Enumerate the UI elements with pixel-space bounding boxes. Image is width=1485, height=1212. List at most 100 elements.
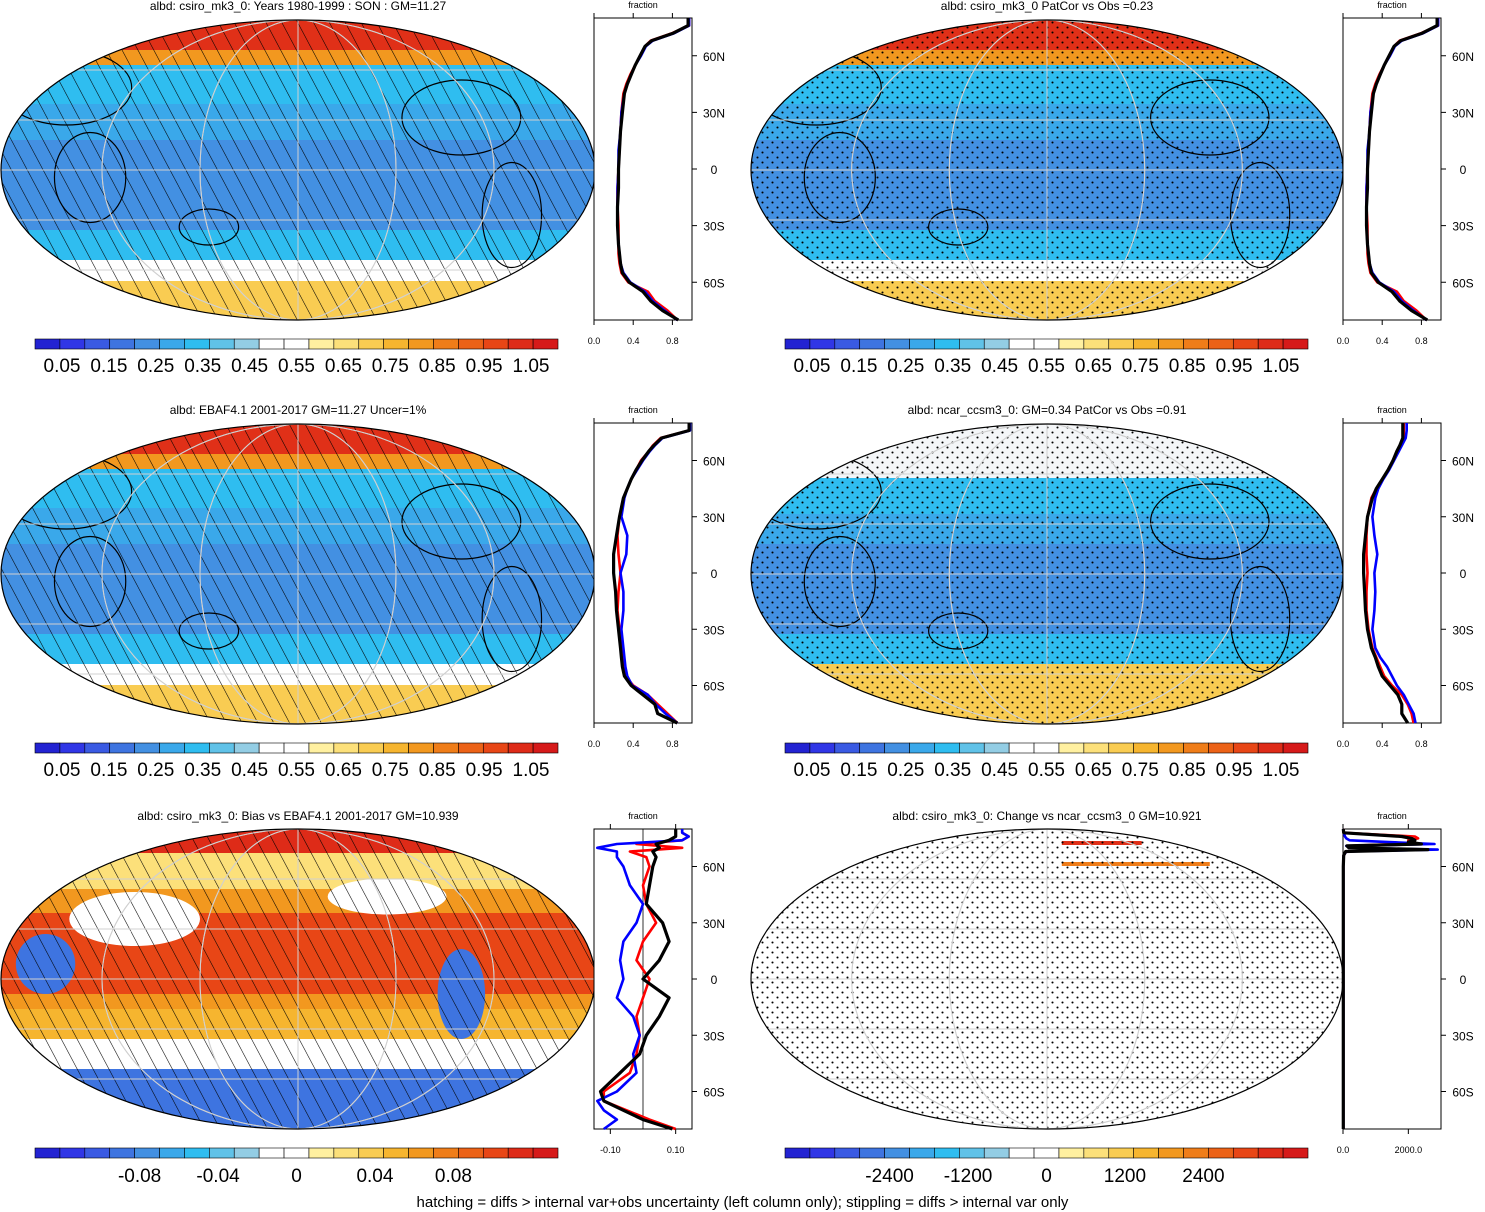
colorbar-swatch — [482, 1147, 509, 1159]
zonal-plot: fraction 60N 30N 0 30S 60S 0.0 0.4 0.8 — [588, 405, 725, 749]
panel-p5: albd: csiro_mk3_0: Bias vs EBAF4.1 2001-… — [0, 809, 725, 1187]
zonal-plot: fraction 60N 30N 0 30S 60S 0.0 0.4 0.8 — [588, 0, 725, 346]
colorbar-swatch — [1208, 1147, 1234, 1159]
colorbar-swatch — [1257, 742, 1284, 754]
colorbar: 0.05 0.15 0.25 0.35 0.45 0.55 0.65 0.75 0.85 0.95… — [34, 338, 559, 377]
zonal-frame — [1342, 828, 1442, 1130]
colorbar-swatch — [134, 742, 160, 754]
colorbar-swatch — [1008, 1147, 1035, 1159]
lat-label: 30N — [703, 917, 725, 931]
panel-title: albd: csiro_mk3_0: Years 1980-1999 : SON… — [150, 0, 447, 13]
zonal-title: fraction — [1377, 0, 1407, 10]
map-field — [751, 829, 1343, 1129]
zonal-title: fraction — [1377, 405, 1407, 415]
colorbar-swatch — [507, 1147, 534, 1159]
colorbar-label: 0.75 — [372, 760, 409, 781]
colorbar-label: 0.15 — [90, 356, 127, 377]
colorbar: -2400 -1200 0 1200 2400 — [784, 1147, 1309, 1187]
colorbar-swatch — [233, 1147, 260, 1159]
lat-label: 30S — [1452, 1029, 1473, 1043]
graticule-meridian — [199, 424, 397, 724]
zonal-plot: fraction 60N 30N 0 30S 60S -0.10 0.10 — [593, 811, 725, 1155]
colorbar-swatch — [1282, 742, 1309, 754]
colorbar-swatch — [1108, 742, 1134, 754]
map-field — [1, 829, 595, 1129]
colorbar-swatch — [34, 1147, 61, 1159]
colorbar-label: -0.04 — [196, 1166, 240, 1187]
zonal-series-line — [615, 18, 690, 322]
colorbar-label: 0.65 — [325, 760, 362, 781]
panel-title: albd: csiro_mk3_0 PatCor vs Obs =0.23 — [941, 0, 1154, 13]
zonal-frame — [1342, 17, 1442, 321]
x-tick-label: 0.8 — [1415, 739, 1428, 749]
colorbar-label: 1200 — [1104, 1166, 1146, 1187]
colorbar-swatch — [884, 742, 910, 754]
colorbar: 0.05 0.15 0.25 0.35 0.45 0.55 0.65 0.75 0.85 0.95… — [34, 742, 559, 781]
colorbar-label: 0.55 — [278, 356, 315, 377]
colorbar-swatch — [809, 338, 836, 350]
colorbar-swatch — [383, 742, 409, 754]
colorbar-swatch — [358, 1147, 384, 1159]
colorbar-label: 0.05 — [794, 760, 831, 781]
colorbar-swatch — [134, 1147, 160, 1159]
colorbar-swatch — [532, 338, 559, 350]
colorbar-swatch — [458, 338, 484, 350]
colorbar-label: -2400 — [865, 1166, 914, 1187]
colorbar-swatch — [1008, 338, 1035, 350]
colorbar-label: -1200 — [944, 1166, 993, 1187]
graticule-meridian — [101, 829, 495, 1129]
zonal-title: fraction — [628, 0, 658, 10]
lat-label: 60S — [703, 276, 724, 290]
colorbar-swatch — [209, 1147, 235, 1159]
colorbar-label: 0.04 — [356, 1166, 393, 1187]
colorbar-swatch — [1083, 1147, 1110, 1159]
colorbar-label: 0.15 — [840, 356, 877, 377]
colorbar-label: 0.35 — [934, 356, 971, 377]
x-tick-label: 0.4 — [1376, 739, 1389, 749]
colorbar-swatch — [458, 1147, 484, 1159]
colorbar-swatch — [959, 1147, 985, 1159]
colorbar-swatch — [507, 742, 534, 754]
colorbar-swatch — [1058, 338, 1085, 350]
panel-title: albd: csiro_mk3_0: Change vs ncar_ccsm3_… — [892, 809, 1201, 823]
panels-layer: albd: csiro_mk3_0: Years 1980-1999 : SON… — [0, 0, 1474, 1187]
x-tick-label: 0.0 — [588, 336, 601, 346]
colorbar-swatch — [1208, 338, 1234, 350]
colorbar-label: 0.75 — [1122, 760, 1159, 781]
colorbar-swatch — [1108, 1147, 1134, 1159]
colorbar-label: 0.05 — [794, 356, 831, 377]
map-field — [1, 20, 595, 320]
colorbar-swatch — [1183, 742, 1209, 754]
colorbar-swatch — [507, 338, 534, 350]
lat-label: 30S — [703, 623, 724, 637]
colorbar-swatch — [1133, 742, 1159, 754]
colorbar-label: 0.75 — [1122, 356, 1159, 377]
colorbar-swatch — [1257, 1147, 1284, 1159]
x-tick-label: 0.8 — [1415, 336, 1428, 346]
colorbar-swatch — [233, 338, 260, 350]
colorbar: 0.05 0.15 0.25 0.35 0.45 0.55 0.65 0.75 0.85 0.95… — [784, 742, 1309, 781]
colorbar-label: 0.85 — [1169, 760, 1206, 781]
colorbar-label: 0.08 — [435, 1166, 472, 1187]
x-tick-label: 0.0 — [588, 739, 601, 749]
colorbar-swatch — [959, 338, 985, 350]
zonal-frame — [593, 422, 693, 724]
colorbar-swatch — [809, 742, 836, 754]
x-tick-label: 0.4 — [627, 739, 640, 749]
lat-label: 30S — [1452, 623, 1473, 637]
colorbar-label: 1.05 — [513, 760, 550, 781]
colorbar-swatch — [1033, 742, 1060, 754]
colorbar-swatch — [983, 742, 1010, 754]
colorbar-label: 0.05 — [44, 356, 81, 377]
colorbar-swatch — [959, 742, 985, 754]
colorbar-label: 0.25 — [887, 760, 924, 781]
colorbar-swatch — [159, 338, 185, 350]
colorbar-label: 0.85 — [419, 356, 456, 377]
lat-label: 30N — [703, 106, 725, 120]
colorbar-swatch — [134, 338, 160, 350]
colorbar-swatch — [1158, 1147, 1184, 1159]
colorbar-swatch — [859, 1147, 885, 1159]
zonal-frame — [1342, 422, 1442, 724]
colorbar-swatch — [909, 742, 935, 754]
colorbar-swatch — [159, 742, 185, 754]
